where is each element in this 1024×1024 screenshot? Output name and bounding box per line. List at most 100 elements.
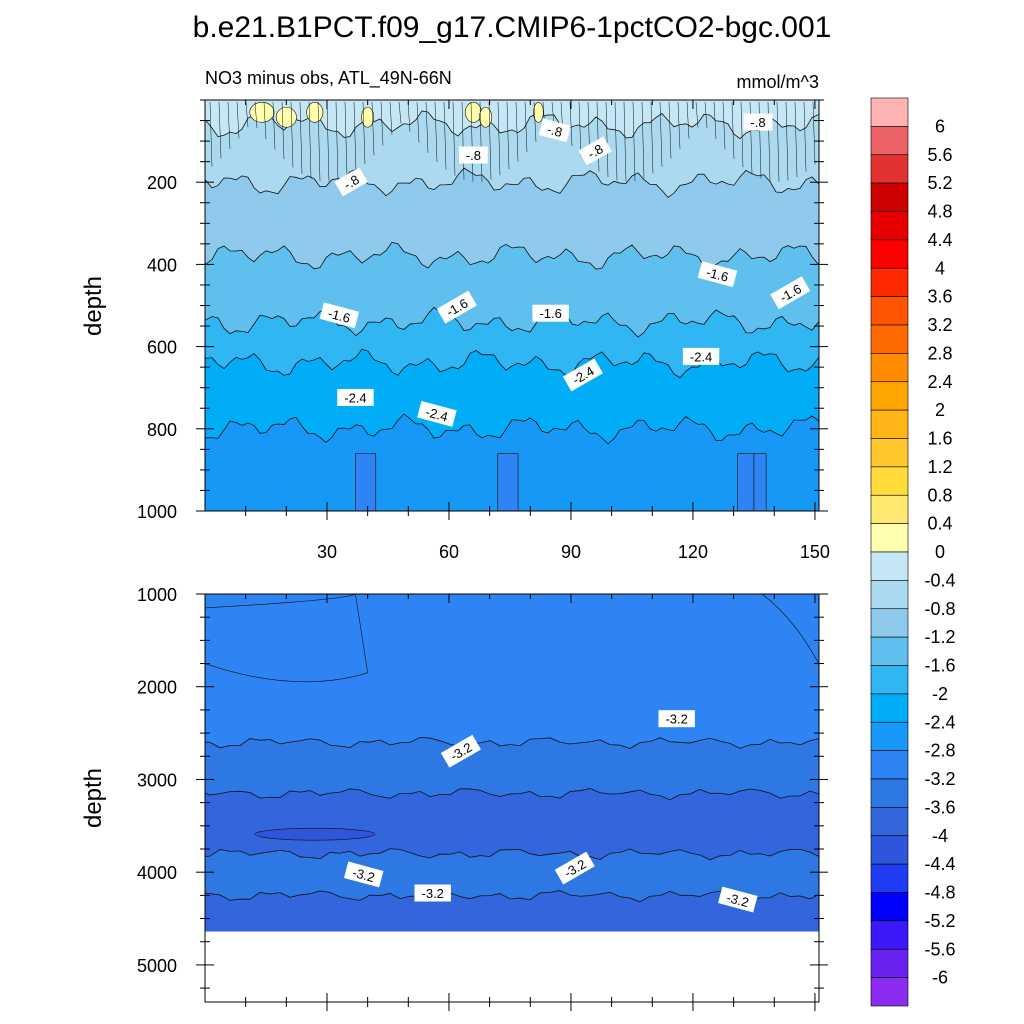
y-tick-label: 3000: [137, 770, 177, 790]
colorbar-swatch: [870, 523, 909, 553]
contour-label-bg: [718, 886, 758, 913]
contour-line: [353, 101, 357, 172]
contour-label-text: -1.6: [326, 306, 352, 326]
contour-line: [205, 167, 819, 198]
lower-axes: 1000 2000 3000 4000 5000: [137, 585, 828, 1011]
contour-label-text: -3.2: [351, 865, 377, 885]
colorbar-label: -4.4: [924, 854, 955, 874]
contour-line: [245, 101, 249, 128]
colorbar-label: 2.4: [927, 372, 952, 392]
y-tick-label: 1000: [137, 585, 177, 605]
contour-label-text: -2.4: [690, 349, 712, 364]
contour-line: [416, 101, 420, 143]
contour-line: [205, 788, 819, 801]
contour-line: [299, 101, 303, 174]
contour-label-bg: [770, 276, 811, 310]
contour-label-bg: [578, 136, 612, 166]
contour-label-text: -.8: [545, 122, 564, 140]
contour-line: [650, 101, 654, 174]
contour-label-text: -.8: [466, 148, 481, 163]
contour-line: [704, 101, 708, 128]
upper-contour-field: [205, 100, 819, 511]
colorbar-swatch: [870, 381, 909, 411]
contour-label-bg: [743, 113, 773, 131]
colorbar-swatch: [870, 296, 909, 326]
contour-label: -.8: [743, 113, 773, 131]
colorbar-label: -1.6: [924, 656, 955, 676]
contour-label-bg: [417, 401, 457, 427]
colorbar-label: -4: [932, 826, 948, 846]
x-tick-label: 30: [317, 542, 337, 562]
contour-line: [632, 101, 636, 182]
colorbar-label: 0: [935, 542, 945, 562]
contour-label-bg: [319, 302, 360, 329]
colorbar-swatch: [870, 778, 909, 808]
colorbar-swatch: [870, 126, 909, 156]
colorbar-label: -5.6: [924, 939, 955, 959]
contour-band: [205, 788, 819, 860]
contour-line: [461, 101, 465, 180]
contour-label: -3.2: [718, 886, 758, 913]
colorbar-swatch: [870, 154, 909, 184]
contour-label: -.8: [538, 118, 571, 143]
contour-line: [713, 101, 717, 139]
contour-line: [308, 101, 312, 179]
y-tick-label: 200: [147, 173, 177, 193]
contour-label-bg: [658, 710, 695, 728]
contour-label-bg: [436, 290, 477, 324]
contour-label-bg: [343, 861, 384, 888]
contour-line: [452, 101, 456, 176]
contour-label: -1.6: [770, 276, 811, 310]
colorbar-label: 5.6: [927, 145, 952, 165]
contour-line: [443, 101, 447, 170]
contour-band: [205, 349, 819, 444]
colorbar-swatch: [870, 920, 909, 950]
contour-line: [317, 101, 321, 182]
colorbar-label: -0.8: [924, 599, 955, 619]
upper-panel-title: NO3 minus obs, ATL_49N-66N: [205, 68, 452, 89]
plot-frame: [204, 593, 820, 1003]
contour-line: [205, 413, 819, 445]
upper-depth-axis-label: depth: [80, 276, 107, 336]
contour-band: [205, 110, 819, 198]
y-tick-label: 1000: [137, 502, 177, 522]
colorbar-label: -1.2: [924, 627, 955, 647]
contour-label-text: -2.4: [424, 404, 450, 424]
contour-line: [515, 101, 519, 162]
contour-line: [205, 306, 819, 338]
x-tick-label: 60: [439, 542, 459, 562]
contour-label-bg: [440, 734, 481, 768]
contour-line: [506, 101, 510, 170]
contour-label: -.8: [578, 136, 612, 166]
contour-line: [389, 101, 393, 135]
colorbar-label: 3.6: [927, 287, 952, 307]
contour-line: [290, 101, 294, 168]
contour-band: [497, 453, 519, 511]
contour-label: -1.6: [532, 304, 569, 322]
colorbar-label: -0.4: [924, 570, 955, 590]
contour-line: [205, 737, 819, 749]
colorbar-label: 1.2: [927, 457, 952, 477]
contour-band: [205, 100, 819, 139]
colorbar-swatch: [870, 721, 909, 751]
colorbar-label: 6: [935, 116, 945, 136]
contour-line: [205, 348, 819, 379]
contour-line: [218, 101, 222, 159]
contour-line: [533, 101, 537, 143]
contour-line: [281, 101, 285, 160]
contour-label: -2.4: [337, 388, 374, 406]
colorbar-label: 3.2: [927, 315, 952, 335]
colorbar-label: -5.2: [924, 911, 955, 931]
colorbar-swatch: [870, 494, 909, 524]
colorbar-swatch: [870, 551, 909, 581]
upper-contour-labels: -.8-.8-.8-.8-.8-1.6 -1.6 -1.6-1.6-1.6-2.4-…: [319, 113, 811, 427]
contour-band: [205, 168, 819, 271]
colorbar-swatch: [870, 353, 909, 383]
upper-panel-units: mmol/m^3: [737, 72, 819, 92]
contour-band: [737, 453, 755, 511]
contour-label-text: -3.2: [422, 886, 444, 901]
contour-line: [803, 101, 807, 172]
contour-line: [205, 848, 819, 861]
contour-line: [812, 101, 816, 165]
contour-label-bg: [458, 146, 488, 164]
